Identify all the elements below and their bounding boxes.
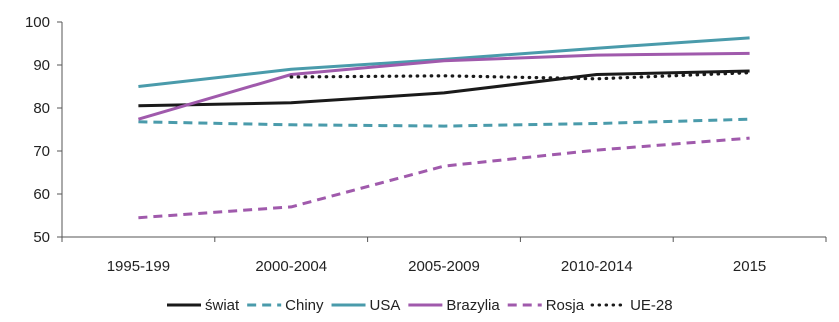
x-tick-label: 1995-199 — [107, 258, 170, 275]
legend-label: świat — [205, 297, 240, 314]
legend-label: Chiny — [285, 297, 324, 314]
y-tick-label: 70 — [33, 143, 50, 160]
series-lines — [137, 36, 752, 220]
legend-label: Brazylia — [446, 297, 500, 314]
y-tick-label: 100 — [25, 14, 50, 31]
x-axis-ticks: 1995-199 2000-2004 2005-2009 2010-2014 2015 — [61, 237, 827, 275]
series-line-0 — [138, 69, 750, 108]
legend-label: Rosja — [546, 297, 585, 314]
series-line-1 — [138, 117, 750, 128]
x-tick-label: 2010-2014 — [561, 258, 633, 275]
y-tick-label: 50 — [33, 229, 50, 246]
y-tick-label: 60 — [33, 186, 50, 203]
y-axis-ticks: 50 60 70 80 90 100 — [25, 14, 62, 246]
series-line-5 — [289, 71, 752, 81]
y-tick-label: 80 — [33, 100, 50, 117]
x-tick-label: 2000-2004 — [255, 258, 327, 275]
x-tick-label: 2015 — [733, 258, 766, 275]
chart-axes — [61, 22, 826, 238]
y-tick-label: 90 — [33, 57, 50, 74]
series-line-4 — [138, 136, 750, 220]
legend-label: UE-28 — [630, 297, 673, 314]
chart-legend: świat Chiny USA Brazylia Rosja UE-28 — [167, 297, 673, 314]
legend-label: USA — [370, 297, 401, 314]
series-line-3 — [137, 51, 750, 121]
x-tick-label: 2005-2009 — [408, 258, 480, 275]
